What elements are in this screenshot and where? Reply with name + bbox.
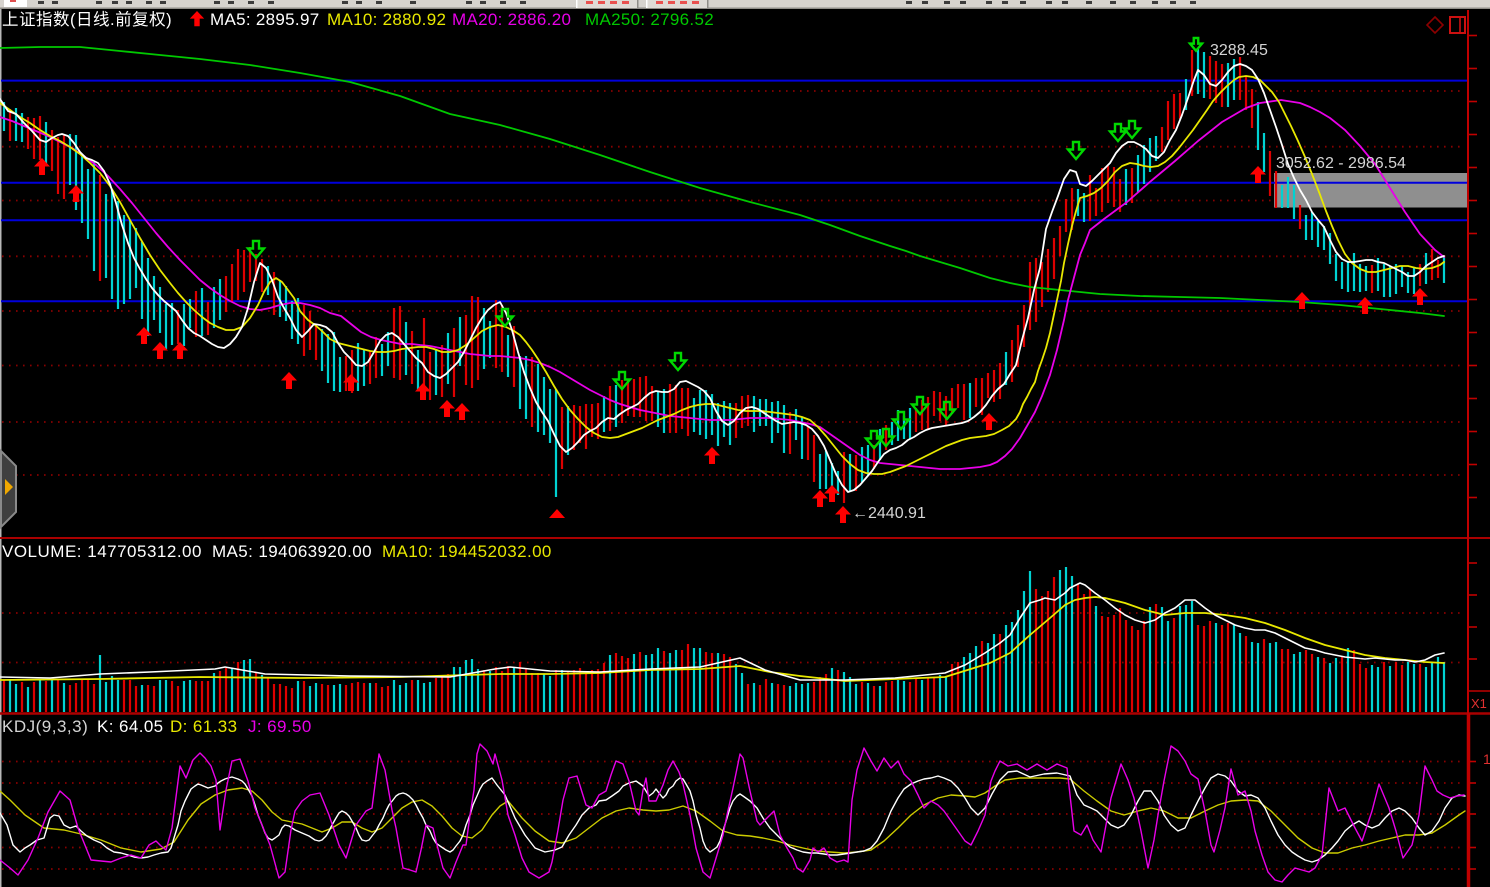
svg-text:3052.62 - 2986.54: 3052.62 - 2986.54 [1276,155,1406,172]
svg-text:MA5: 2895.97: MA5: 2895.97 [210,10,319,29]
svg-text:←2440.91: ←2440.91 [852,505,926,522]
svg-text:3288.45: 3288.45 [1210,42,1268,59]
svg-text:D: 61.33: D: 61.33 [170,717,237,736]
svg-text:KDJ(9,3,3): KDJ(9,3,3) [2,717,88,736]
svg-text:MA10: 2880.92: MA10: 2880.92 [327,10,446,29]
svg-text:MA250: 2796.52: MA250: 2796.52 [585,10,714,29]
svg-text:X1: X1 [1471,696,1487,711]
svg-text:上证指数(日线.前复权): 上证指数(日线.前复权) [2,10,172,29]
svg-text:MA5: 194063920.00: MA5: 194063920.00 [212,542,372,561]
svg-text:VOLUME: 147705312.00: VOLUME: 147705312.00 [2,542,202,561]
svg-text:MA10: 194452032.00: MA10: 194452032.00 [382,542,552,561]
svg-text:MA20: 2886.20: MA20: 2886.20 [452,10,571,29]
svg-text:J: 69.50: J: 69.50 [248,717,312,736]
svg-text:1: 1 [1483,751,1490,767]
svg-text:K: 64.05: K: 64.05 [97,717,164,736]
